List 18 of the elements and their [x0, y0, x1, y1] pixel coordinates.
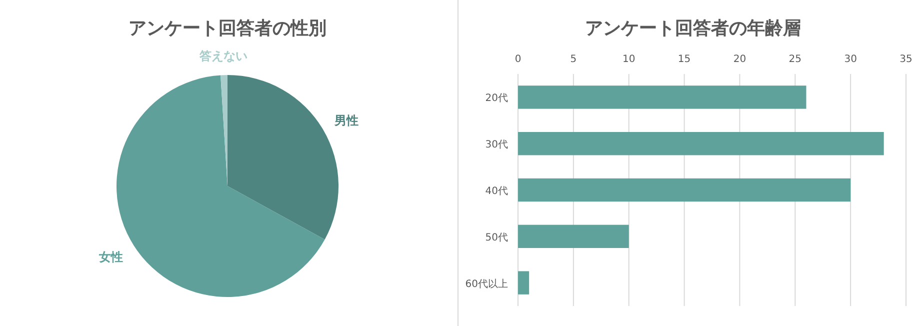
x-tick-label: 25 — [788, 54, 802, 65]
y-tick-label: 30代 — [485, 140, 508, 151]
slice-label: 答えない — [198, 49, 248, 64]
x-tick-label: 35 — [900, 54, 912, 65]
y-tick-label: 20代 — [485, 93, 508, 104]
slice-label: 男性 — [333, 113, 358, 128]
x-tick-label: 0 — [514, 54, 522, 65]
x-tick-label: 20 — [733, 54, 746, 65]
y-tick-label: 40代 — [485, 186, 508, 197]
x-tick-label: 15 — [678, 54, 691, 65]
x-tick-label: 30 — [844, 54, 857, 65]
chart-title: アンケート回答者の性別 — [128, 18, 326, 39]
x-tick-label: 10 — [622, 54, 636, 65]
slice-label: 女性 — [98, 250, 123, 264]
y-tick-label: 60代以上 — [465, 278, 508, 290]
chart-title: アンケート回答者の年齢層 — [585, 18, 801, 39]
x-tick-label: 5 — [570, 54, 577, 65]
y-tick-label: 50代 — [485, 232, 508, 244]
